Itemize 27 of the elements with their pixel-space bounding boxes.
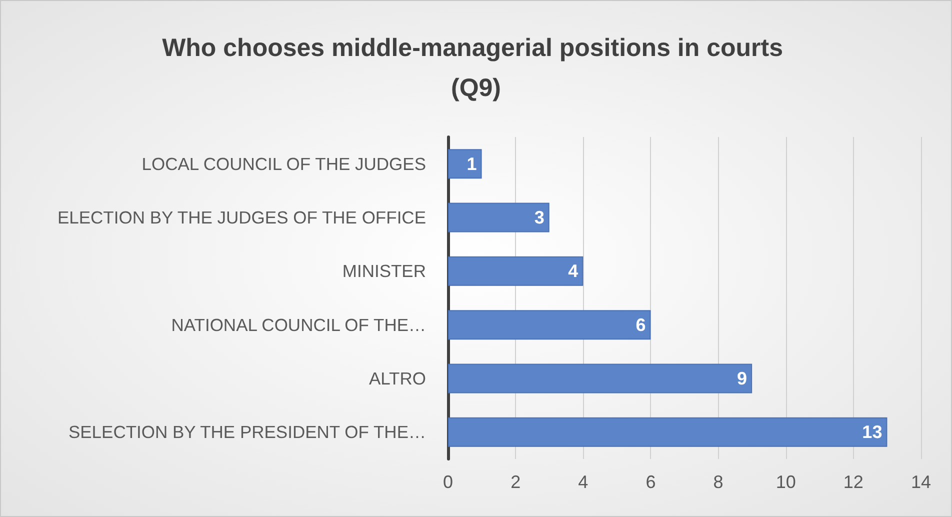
- bar: [448, 417, 888, 447]
- x-tick-label: 14: [910, 472, 932, 492]
- data-label: 13: [862, 422, 882, 442]
- data-label: 6: [636, 314, 646, 335]
- bar: [448, 310, 651, 340]
- data-label: 4: [568, 261, 578, 282]
- x-tick-label: 6: [646, 472, 656, 492]
- data-label: 9: [737, 368, 748, 388]
- y-tick-label: LOCAL COUNCIL OF THE JUDGES: [142, 154, 426, 174]
- x-tick-label: 2: [510, 472, 521, 492]
- x-tick-label: 0: [442, 472, 454, 492]
- bar: [448, 149, 482, 179]
- chart-title: Who chooses middle-managerial positions in courts (Q9): [162, 34, 790, 102]
- y-tick-label: SELECTION BY THE PRESIDENT OF THE…: [68, 422, 426, 442]
- bar: [448, 256, 584, 286]
- data-label: 3: [534, 208, 544, 228]
- data-label: 1: [466, 154, 477, 174]
- x-tick-label: 4: [578, 472, 588, 492]
- x-tick-label: 10: [776, 472, 796, 492]
- x-tick-label: 12: [843, 472, 864, 492]
- y-tick-label: ALTRO: [368, 368, 426, 388]
- bar: [448, 202, 550, 232]
- y-tick-label: ELECTION BY THE JUDGES OF THE OFFICE: [57, 208, 426, 228]
- x-tick-label: 8: [713, 472, 724, 492]
- y-tick-label: MINISTER: [342, 261, 426, 282]
- y-tick-label: NATIONAL COUNCIL OF THE…: [171, 314, 426, 335]
- bar: [448, 364, 752, 394]
